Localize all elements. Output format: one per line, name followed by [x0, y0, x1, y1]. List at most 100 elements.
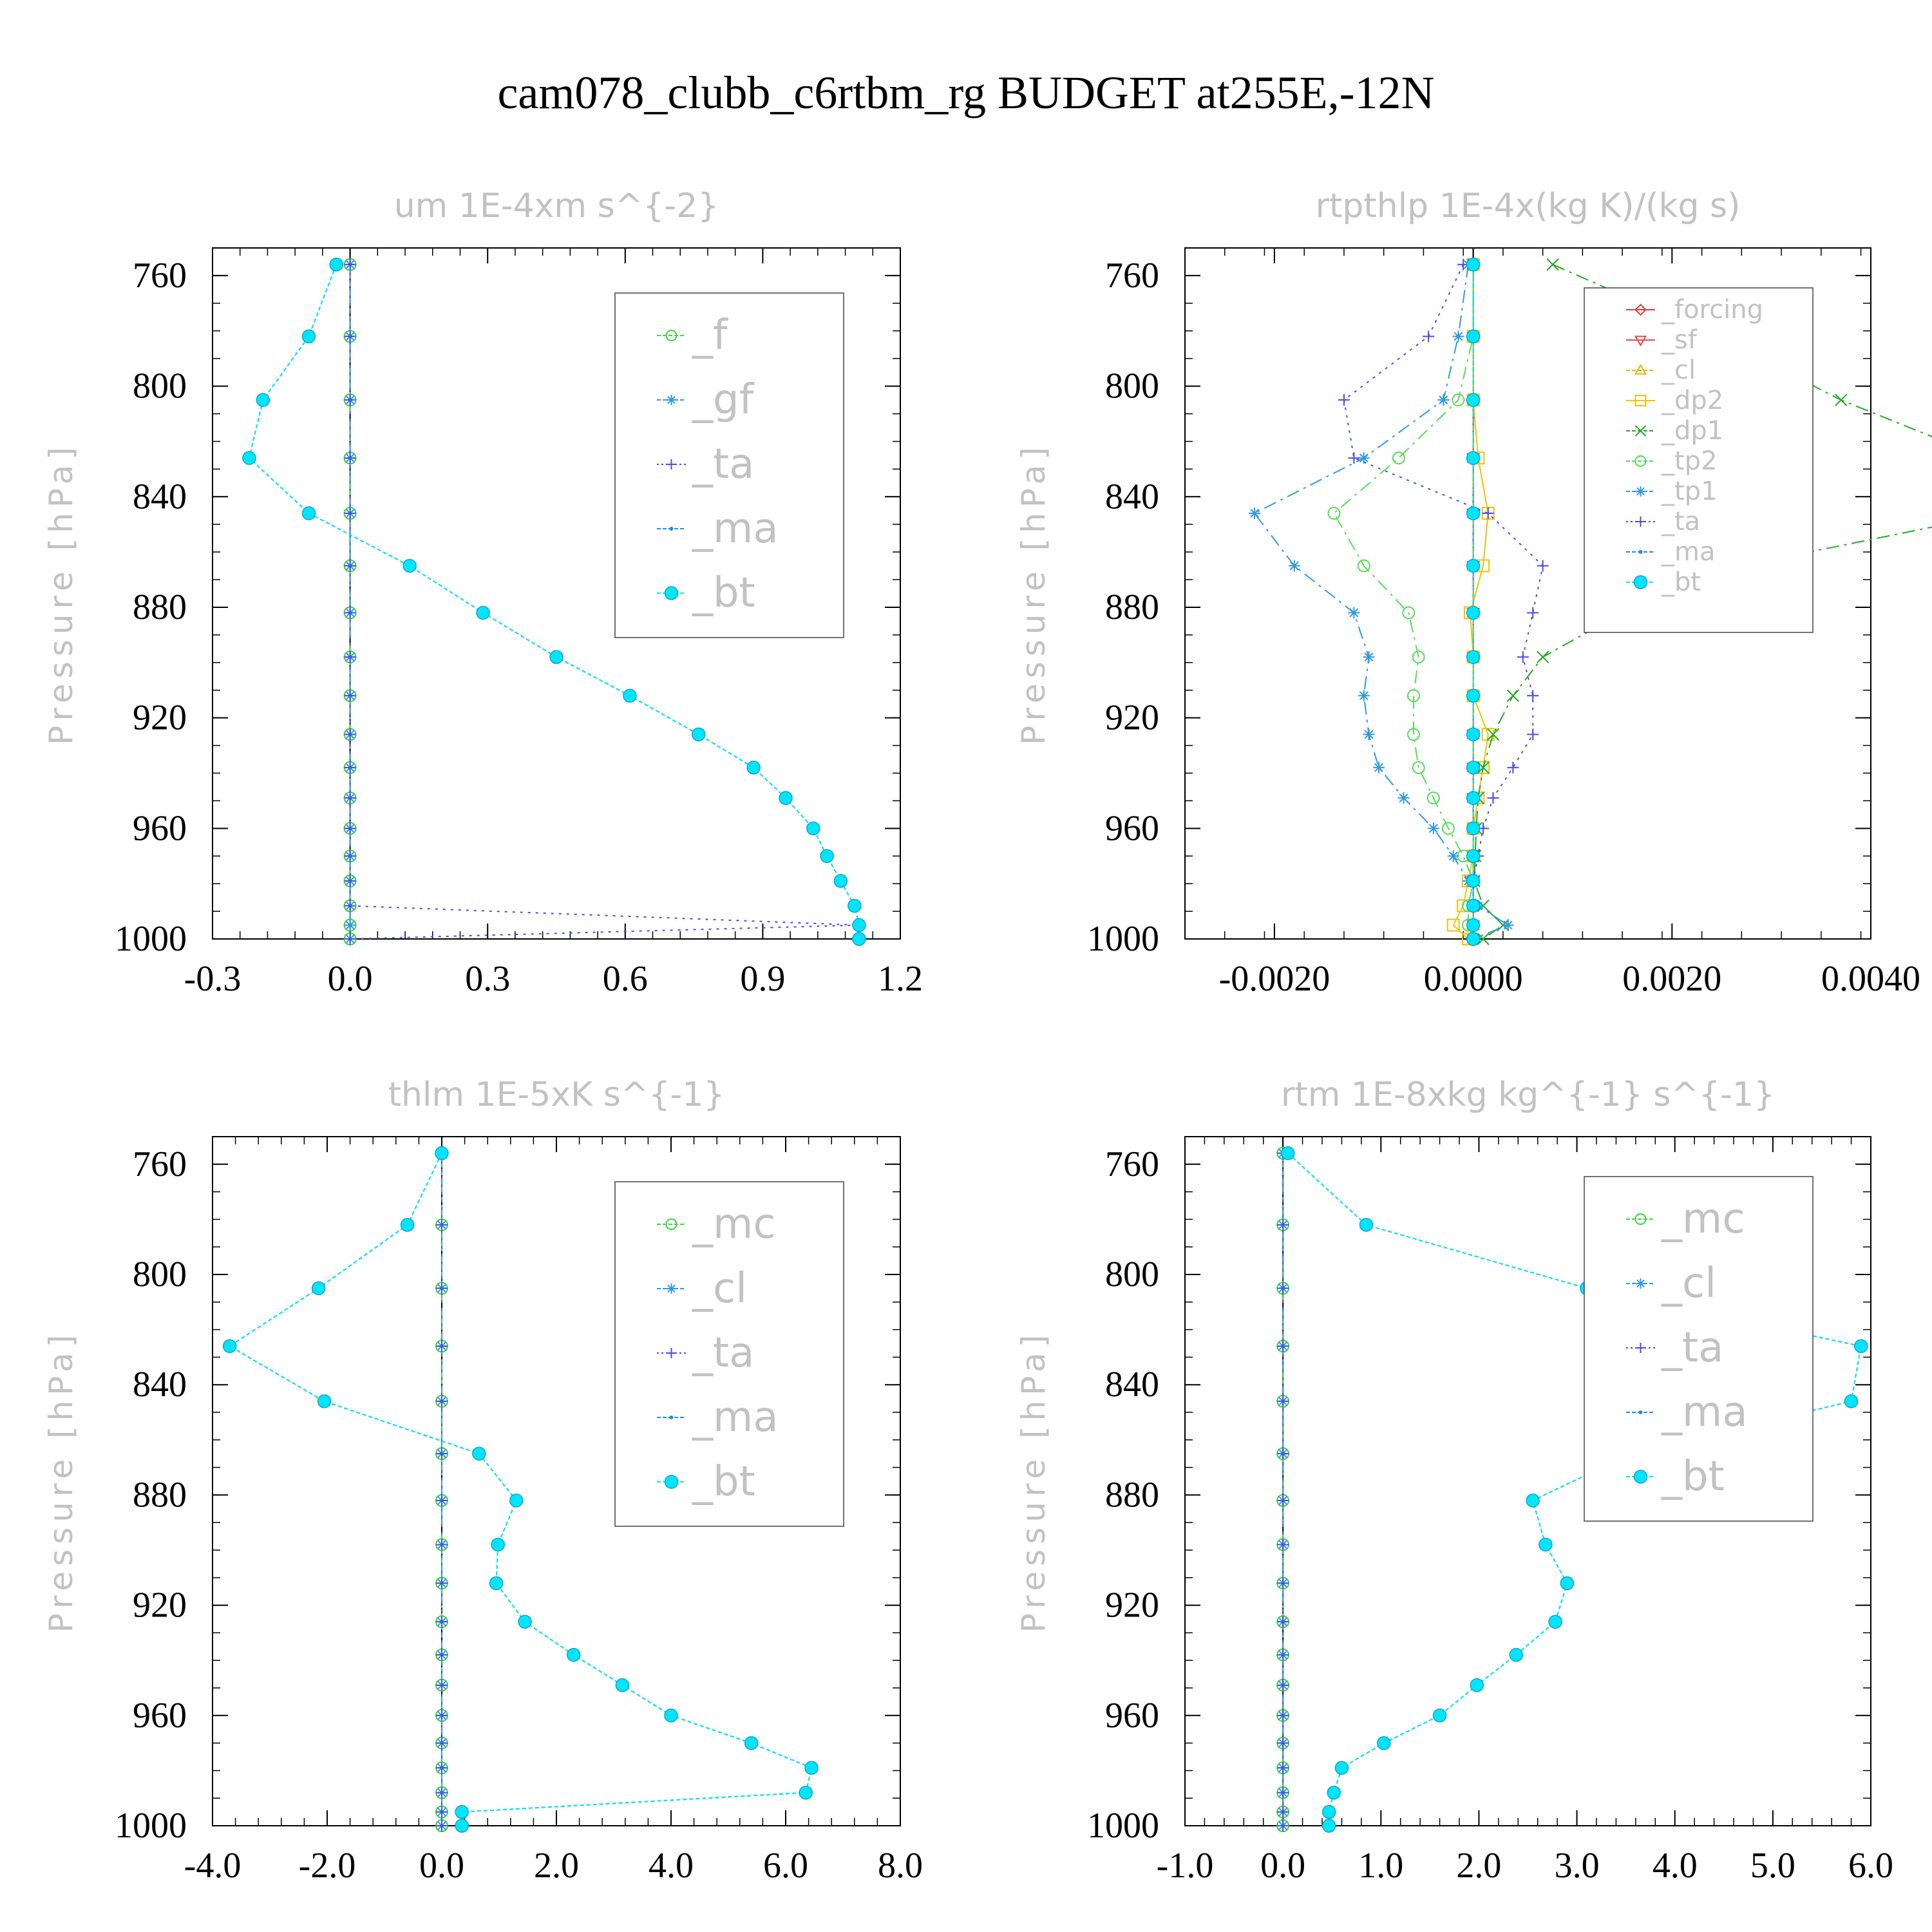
data-point — [455, 1804, 469, 1819]
legend-marker — [669, 1416, 674, 1419]
data-point — [1470, 1678, 1484, 1692]
data-point — [804, 1761, 819, 1775]
data-point — [1466, 258, 1481, 272]
legend-marker — [1635, 516, 1646, 527]
data-point — [1507, 761, 1519, 773]
y-tick-label: 760 — [133, 256, 187, 296]
legend-marker — [1633, 1470, 1648, 1484]
data-point — [1466, 558, 1481, 573]
legend-marker — [664, 586, 679, 600]
data-point — [344, 507, 356, 520]
legend-label: _tp1 — [1661, 477, 1718, 506]
data-point — [436, 1340, 448, 1352]
data-point — [222, 1339, 237, 1354]
legend-marker — [665, 1218, 677, 1230]
data-point — [1486, 728, 1500, 741]
data-point — [344, 875, 356, 887]
data-point — [1442, 822, 1455, 835]
data-point — [664, 1709, 678, 1723]
legend-label: _dp1 — [1661, 416, 1723, 446]
legend-label: _mc — [692, 1200, 776, 1248]
data-point — [1327, 1785, 1341, 1800]
data-point — [1363, 651, 1375, 663]
y-tick-label: 960 — [133, 1696, 187, 1736]
data-point — [744, 1736, 759, 1750]
data-point — [1348, 452, 1360, 464]
data-point — [1338, 394, 1350, 406]
data-point — [1548, 1615, 1562, 1629]
series-line — [1473, 263, 1932, 940]
data-point — [1537, 560, 1549, 572]
data-point — [1277, 1395, 1289, 1407]
x-tick-label: 5.0 — [1750, 1846, 1795, 1886]
data-point — [1546, 258, 1559, 271]
x-tick-label: 2.0 — [534, 1846, 579, 1886]
series-line — [248, 264, 860, 939]
data-point — [242, 451, 256, 465]
legend: _mc _cl _ta _ma _bt — [1584, 1176, 1814, 1522]
data-point — [1854, 1339, 1868, 1354]
y-tick-label: 760 — [133, 1144, 187, 1184]
panel-4: rtm 1E-8xkg kg^{-1} s^{-1} Pressure [hPa]… — [1015, 1075, 1893, 1886]
data-point — [436, 1679, 448, 1691]
data-point — [1277, 1616, 1289, 1628]
y-tick-label: 840 — [1105, 477, 1159, 516]
data-point — [852, 918, 866, 933]
data-point — [1477, 761, 1490, 774]
plot-frame — [1184, 1136, 1871, 1826]
data-point — [1358, 452, 1370, 464]
data-point — [1277, 1282, 1289, 1294]
x-tick-label: 0.0 — [328, 959, 373, 999]
data-point — [806, 821, 820, 836]
legend-label: _bt — [1661, 567, 1701, 597]
legend-label: _tp2 — [1661, 446, 1718, 476]
data-point — [436, 1448, 448, 1460]
legend-marker — [1638, 550, 1643, 554]
data-point — [549, 650, 564, 664]
x-tick-label: 0.9 — [740, 959, 785, 999]
data-point — [848, 898, 862, 913]
x-tick-label: -0.3 — [184, 959, 242, 999]
series-bt — [1466, 258, 1481, 946]
series-line — [1452, 264, 1489, 940]
data-point — [1321, 1804, 1336, 1819]
legend-label: _bt — [692, 1458, 755, 1506]
data-point — [1423, 330, 1435, 343]
x-tick-label: -2.0 — [299, 1846, 356, 1886]
data-point — [1327, 507, 1341, 520]
series-ta — [1277, 1147, 1289, 1832]
data-point — [1502, 919, 1514, 931]
legend-label: _bt — [692, 569, 755, 617]
data-point — [1277, 1786, 1289, 1799]
data-point — [301, 329, 316, 344]
y-tick-label: 840 — [1105, 1365, 1159, 1405]
data-point — [1321, 1819, 1336, 1833]
data-point — [311, 1281, 326, 1296]
data-point — [476, 605, 490, 620]
data-point — [344, 452, 356, 464]
data-point — [1277, 1806, 1289, 1818]
y-tick-label: 920 — [1105, 698, 1159, 738]
data-point — [1466, 918, 1481, 933]
series-bt — [222, 1146, 819, 1833]
legend-box — [614, 292, 844, 638]
x-tick-label: 0.0 — [1260, 1846, 1305, 1886]
legend-label: _ta — [1661, 1324, 1723, 1372]
data-point — [1834, 393, 1848, 406]
data-point — [1392, 451, 1405, 465]
data-point — [435, 1146, 449, 1160]
y-tick-label: 920 — [1105, 1586, 1159, 1625]
data-point — [436, 1806, 448, 1818]
data-point — [1527, 690, 1539, 702]
legend-label: _sf — [1661, 325, 1698, 355]
legend: _forcing_sf_cl_dp2_dp1_tp2_tp1_ta_ma_bt — [1584, 287, 1814, 633]
y-tick-label: 840 — [133, 1365, 187, 1405]
data-point — [509, 1493, 524, 1508]
y-tick-label: 760 — [1105, 256, 1159, 296]
data-point — [1536, 650, 1549, 663]
legend: _f _gf _ta _ma _bt — [614, 292, 844, 638]
legend-marker — [1638, 1410, 1643, 1414]
legend-label: _mc — [1661, 1195, 1745, 1243]
data-point — [344, 761, 356, 773]
data-point — [1277, 1448, 1289, 1460]
